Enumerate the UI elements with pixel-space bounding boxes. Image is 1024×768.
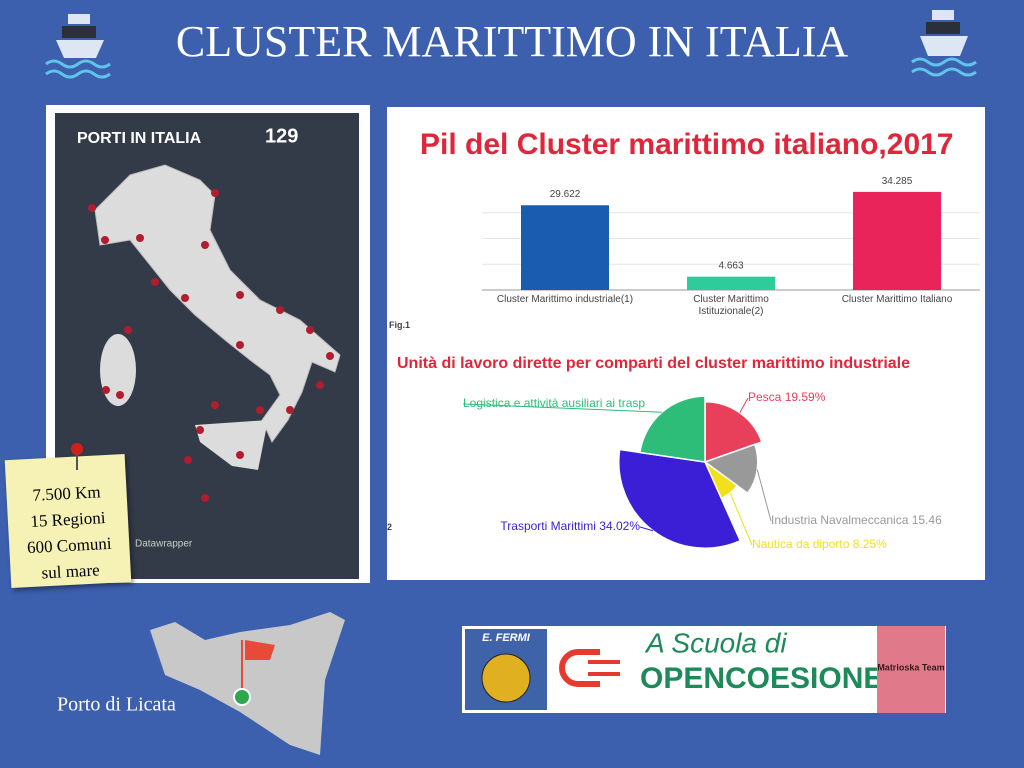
slice-value: 8.25%: [853, 537, 887, 551]
slice-value: 34.02%: [599, 519, 640, 533]
slice-name: Pesca: [748, 390, 782, 404]
pie-slice: [618, 448, 742, 549]
bar: [687, 276, 775, 290]
slice-name: Industria Navalmeccanica: [771, 513, 909, 527]
x-tick-label: Cluster Marittimo Italiano: [841, 294, 953, 305]
figure-caption: Fig.1: [389, 320, 410, 330]
slice-name: Logistica e attività ausiliari ai trasp: [463, 396, 645, 410]
push-pin: [71, 443, 83, 470]
location-label: Porto di Licata: [57, 694, 176, 716]
bar: [853, 191, 941, 290]
chart-title: Pil del Cluster marittimo italiano,2017: [420, 128, 954, 161]
slice-value: 15.46: [912, 513, 942, 527]
slice-label: Nautica da diporto 8.25%: [752, 537, 887, 551]
sicily-map: [195, 420, 268, 470]
slice-label: Pesca 19.59%: [748, 390, 826, 404]
program-line-2: OPENCOESIONE: [640, 662, 883, 695]
sticky-note: 7.500 Km 15 Regioni 600 Comuni sul mare: [4, 453, 132, 589]
port-pins: [88, 189, 334, 502]
school-name: E. FERMI: [482, 632, 531, 644]
slice-label: Trasporti Marittimi 34.02%: [500, 519, 640, 533]
value-label: 4.663: [718, 261, 743, 272]
slice-name: Nautica da diporto: [752, 537, 850, 551]
leader-line: [739, 397, 749, 414]
leader-line: [639, 526, 654, 532]
slide-title: CLUSTER MARITTIMO IN ITALIA: [176, 17, 849, 66]
slice-name: Trasporti Marittimi: [500, 519, 596, 533]
leader-line: [756, 469, 772, 522]
program-line-1: A Scuola di: [644, 627, 787, 658]
team-logo: [877, 626, 945, 713]
map-credit: Datawrapper: [135, 539, 193, 550]
sicily-outline: [150, 612, 345, 755]
leader-line: [462, 403, 662, 413]
slice-label: Logistica e attività ausiliari ai trasp: [463, 396, 645, 410]
chart-title: Unità di lavoro dirette per comparti del…: [397, 355, 910, 372]
school-emblem: [481, 653, 531, 703]
value-label: 29.622: [550, 189, 581, 200]
location-dot: [233, 688, 251, 706]
bar: [521, 205, 609, 290]
slice-label: Industria Navalmeccanica 15.46: [771, 513, 942, 527]
port-count: 129: [265, 125, 298, 147]
x-tick-label: Cluster Marittimo industriale(1): [496, 294, 634, 305]
slice-value: 19.59%: [785, 390, 826, 404]
flag: [245, 640, 275, 660]
value-label: 34.285: [882, 176, 913, 187]
x-tick-label: Cluster Marittimo Istituzionale(2): [693, 294, 769, 317]
ship-icon: [45, 14, 111, 79]
italy-map: [94, 164, 341, 443]
pie-slice: [703, 443, 759, 495]
figure-caption: 2: [387, 522, 392, 532]
team-name: Matrioska Team: [877, 662, 944, 672]
map-title: PORTI IN ITALIA: [77, 130, 202, 147]
program-icon: [559, 649, 600, 687]
ship-icon: [911, 10, 977, 77]
leader-line: [729, 492, 753, 546]
